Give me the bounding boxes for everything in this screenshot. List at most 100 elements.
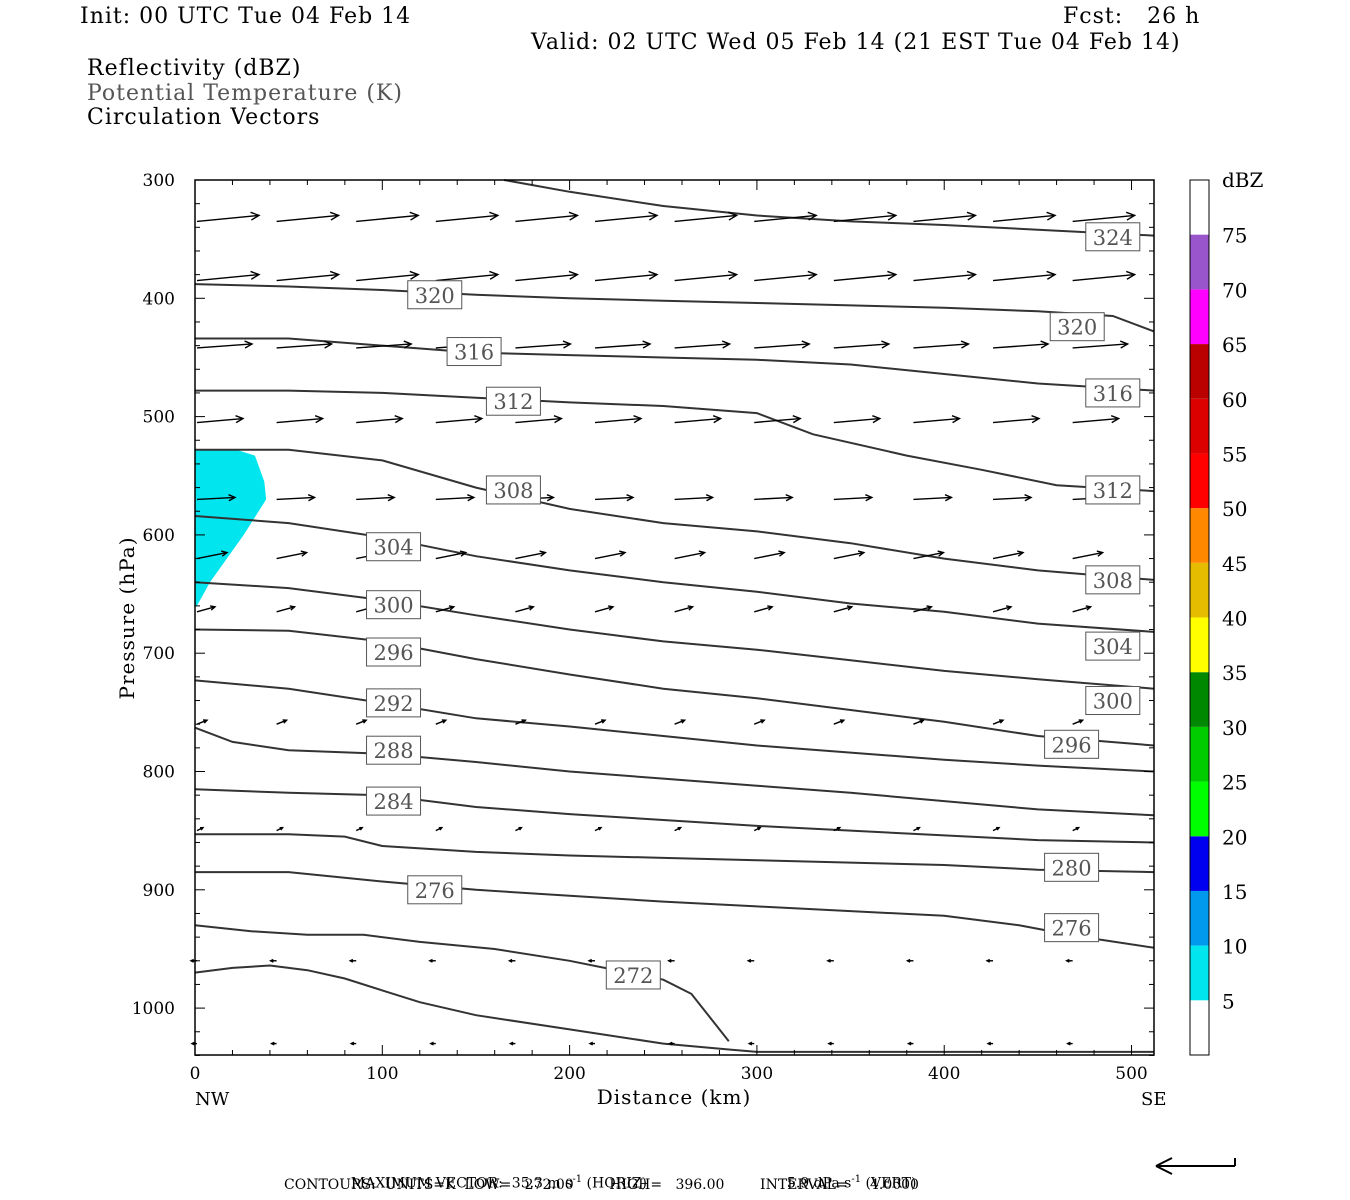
vector-shaft	[594, 273, 658, 282]
vector-head	[677, 826, 683, 831]
vector-head	[568, 270, 580, 280]
colorbar-label: 45	[1222, 552, 1247, 576]
vector-head	[228, 494, 237, 502]
circulation-vector	[753, 719, 766, 725]
vector-head	[528, 605, 535, 611]
vector-head	[1096, 550, 1105, 557]
x-tick-label: 300	[741, 1064, 773, 1084]
colorbar-swatch	[1190, 781, 1209, 837]
vector-head	[760, 719, 766, 724]
vector-head	[642, 340, 652, 349]
vector-head	[244, 340, 254, 349]
contour-label-308: 308	[485, 475, 541, 505]
vector-head	[792, 415, 802, 424]
vector-head	[767, 605, 774, 611]
max-vector-line: MAXIMUM VECTOR: 35.3 m s-1 (HORIZ)	[342, 1158, 647, 1192]
vector-head	[887, 270, 898, 280]
vector-shaft	[674, 606, 693, 613]
contour-label-box	[1085, 631, 1141, 661]
vector-shaft	[1072, 719, 1083, 725]
vector-head	[489, 270, 500, 280]
vector-head	[348, 958, 354, 963]
vector-head	[986, 1041, 992, 1046]
vector-shaft	[196, 273, 260, 282]
colorbar-label: 10	[1222, 935, 1247, 959]
vector-head	[996, 826, 1001, 831]
contour-label-288: 288	[366, 735, 422, 765]
vector-head	[667, 958, 672, 963]
max-vector-horiz-exp: -1	[572, 1174, 583, 1185]
circulation-vector	[992, 605, 1013, 613]
circulation-vector	[276, 605, 297, 613]
vector-head	[199, 826, 205, 831]
circulation-vector	[674, 550, 707, 560]
vector-head	[937, 550, 946, 557]
circulation-vector	[594, 270, 659, 282]
circulation-vector	[993, 494, 1033, 502]
vector-shaft	[196, 719, 208, 725]
vector-head	[518, 826, 523, 831]
vector-head	[508, 1041, 514, 1046]
vector-head	[857, 550, 866, 557]
vector-head	[1085, 605, 1093, 611]
vector-shaft	[196, 417, 244, 424]
vector-head	[1119, 340, 1130, 349]
vector-shaft	[833, 606, 853, 613]
colorbar-label: 70	[1222, 278, 1247, 302]
vector-head	[746, 958, 752, 963]
circulation-vector	[913, 550, 946, 560]
vector-shaft	[435, 417, 482, 424]
circulation-vector	[356, 415, 404, 424]
circulation-vector	[276, 340, 334, 349]
vector-head	[1066, 1041, 1071, 1046]
circulation-vector	[986, 1041, 994, 1046]
vector-head	[757, 826, 762, 831]
circulation-vector	[754, 494, 794, 502]
y-tick-label: 500	[143, 408, 175, 428]
circulation-vector	[906, 1041, 914, 1046]
theta-contour-280	[195, 833, 1155, 874]
circulation-vector	[1072, 826, 1081, 832]
vector-shaft	[276, 551, 307, 560]
vector-head	[785, 494, 794, 502]
vector-head	[648, 211, 659, 221]
circulation-vector	[356, 270, 420, 282]
circulation-vector	[992, 340, 1050, 349]
vector-shaft	[515, 417, 562, 424]
circulation-vector	[674, 415, 723, 424]
contour-label-304: 304	[1085, 631, 1141, 661]
vector-head	[269, 1041, 275, 1046]
theta-contour-324	[503, 179, 1155, 237]
contour-label-text: 320	[415, 284, 455, 308]
contour-label-272: 272	[605, 960, 661, 990]
vector-head	[394, 415, 404, 424]
vector-shaft	[1072, 273, 1135, 282]
x-end-label-nw: NW	[195, 1089, 230, 1110]
vector-shaft	[754, 496, 793, 501]
contour-label-box	[1044, 729, 1100, 759]
circulation-vector	[753, 826, 762, 832]
vector-head	[600, 719, 607, 724]
vector-shaft	[674, 496, 713, 501]
circulation-vector	[196, 826, 205, 832]
vector-shaft	[833, 417, 880, 424]
vector-shaft	[594, 417, 642, 424]
vector-shaft	[992, 606, 1012, 613]
circulation-vector	[754, 270, 818, 282]
vector-head	[459, 550, 468, 557]
circulation-vector	[196, 340, 254, 349]
contour-label-box	[1085, 222, 1141, 252]
vector-head	[279, 826, 285, 831]
vector-shaft	[754, 273, 817, 282]
circulation-vector	[594, 415, 643, 424]
vector-shaft	[276, 496, 315, 501]
contour-label-box	[485, 475, 541, 505]
circulation-vector	[515, 719, 527, 725]
colorbar-swatch	[1190, 234, 1209, 290]
contour-label-text: 308	[1093, 569, 1133, 593]
vector-shaft	[515, 343, 571, 349]
contour-label-300: 300	[366, 590, 422, 620]
circulation-vector	[515, 270, 580, 282]
circulation-vector	[754, 211, 818, 223]
contour-label-box	[605, 960, 661, 990]
